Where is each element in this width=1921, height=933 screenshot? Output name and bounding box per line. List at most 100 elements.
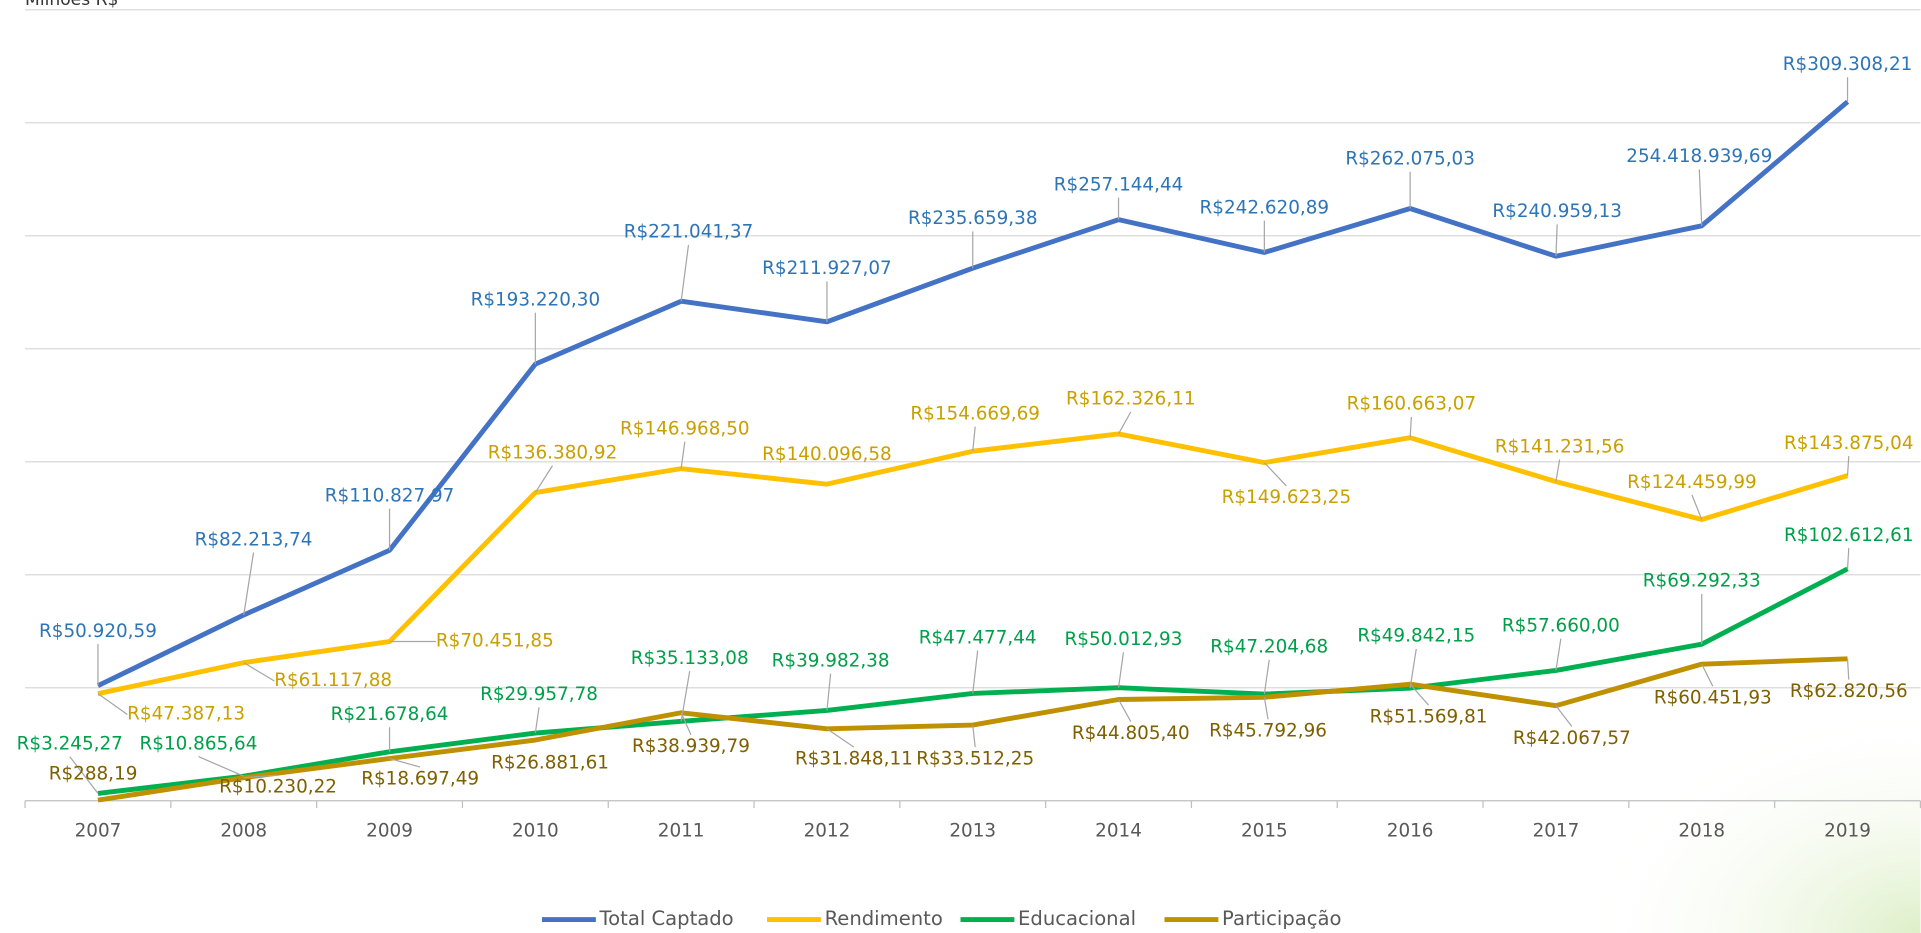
leader-line: [198, 756, 244, 777]
leader-line: [680, 244, 690, 302]
data-label: R$10.865,64: [140, 733, 258, 754]
data-label: R$242.620,89: [1200, 197, 1330, 218]
data-label: R$110.827,97: [325, 485, 455, 506]
data-label: R$18.697,49: [361, 768, 479, 789]
leader-line: [1409, 648, 1417, 689]
data-label: R$240.959,13: [1492, 201, 1622, 222]
leader-line: [534, 707, 540, 734]
data-label: R$288,19: [49, 763, 138, 784]
x-tick-label: 2017: [1533, 820, 1580, 841]
x-tick-label: 2008: [220, 820, 267, 841]
leader-line: [243, 662, 275, 682]
data-label: R$149.623,25: [1222, 487, 1352, 508]
x-tick-label: 2013: [949, 820, 996, 841]
leader-line: [972, 650, 979, 694]
legend-label: Participação: [1222, 907, 1341, 930]
leader-line: [826, 728, 855, 748]
leader-line: [389, 757, 421, 768]
x-tick-label: 2009: [366, 820, 413, 841]
leader-line: [972, 724, 976, 748]
data-label: R$61.117,88: [274, 670, 392, 691]
data-label: R$42.067,57: [1513, 728, 1631, 749]
data-label: R$70.451,85: [436, 631, 554, 652]
leader-line: [1117, 652, 1125, 688]
background-texture: [1347, 550, 1921, 933]
data-label: R$33.512,25: [916, 748, 1034, 769]
x-tick-label: 2016: [1387, 820, 1434, 841]
data-label: 254.418.939,69: [1626, 146, 1772, 167]
leader-line: [534, 465, 554, 493]
leader-line: [680, 671, 691, 722]
data-label: R$35.133,08: [631, 648, 749, 669]
data-label: R$143.875,04: [1784, 433, 1914, 454]
data-label: R$51.569,81: [1370, 706, 1488, 727]
data-label: R$29.957,78: [480, 684, 598, 705]
data-label: R$235.659,38: [908, 208, 1038, 229]
data-label: R$124.459,99: [1627, 472, 1757, 493]
leader-line: [1409, 416, 1412, 438]
data-label: R$136.380,92: [488, 442, 618, 463]
leader-line: [1555, 224, 1558, 257]
leader-line: [243, 774, 279, 779]
x-tick-label: 2011: [658, 820, 705, 841]
data-label: R$47.204,68: [1210, 637, 1328, 658]
x-tick-label: 2019: [1824, 820, 1871, 841]
legend-label: Rendimento: [825, 907, 943, 930]
leader-line: [1263, 697, 1269, 720]
data-label: R$10.230,22: [219, 776, 337, 797]
data-label: R$50.920,59: [39, 621, 157, 642]
data-label: R$39.982,38: [772, 650, 890, 671]
legend-label: Educacional: [1018, 907, 1136, 930]
legend-label: Total Captado: [599, 907, 734, 930]
leader-line: [1846, 455, 1850, 476]
data-label: R$141.231,56: [1495, 436, 1625, 457]
data-label: R$21.678,64: [331, 704, 449, 725]
leader-line: [826, 673, 832, 711]
data-label: R$26.881,61: [491, 752, 609, 773]
data-label: R$47.477,44: [919, 627, 1037, 648]
leader-line: [680, 441, 686, 469]
leader-line: [1555, 705, 1573, 727]
x-tick-label: 2010: [512, 820, 559, 841]
data-label: R$3.245,27: [17, 733, 123, 754]
leader-line: [1701, 663, 1714, 687]
x-tick-label: 2015: [1241, 820, 1288, 841]
leader-line: [1118, 699, 1132, 722]
data-label: R$62.820,56: [1790, 681, 1908, 702]
data-label: R$309.308,21: [1783, 54, 1913, 75]
data-label: R$57.660,00: [1502, 615, 1620, 636]
x-tick-label: 2012: [804, 820, 851, 841]
data-label: R$193.220,30: [471, 289, 601, 310]
data-label: R$211.927,07: [762, 258, 892, 279]
data-label: R$60.451,93: [1654, 687, 1772, 708]
data-label: R$146.968,50: [620, 418, 750, 439]
data-label: R$140.096,58: [762, 444, 892, 465]
leader-line: [1846, 658, 1850, 680]
leader-line: [1698, 169, 1703, 226]
data-label: R$44.805,40: [1072, 723, 1190, 744]
data-label: R$102.612,61: [1784, 525, 1914, 546]
leader-line: [1846, 548, 1850, 569]
data-label: R$160.663,07: [1347, 394, 1477, 415]
data-label: R$154.669,69: [910, 403, 1040, 424]
x-tick-label: 2018: [1678, 820, 1725, 841]
data-label: R$31.848,11: [795, 748, 913, 769]
data-label: R$162.326,11: [1066, 389, 1196, 410]
data-label: R$47.387,13: [127, 703, 245, 724]
data-label: R$262.075,03: [1345, 149, 1475, 170]
data-label: R$257.144,44: [1054, 174, 1184, 195]
leader-line: [972, 426, 976, 452]
leader-line: [69, 756, 99, 794]
leader-line: [1555, 459, 1561, 482]
data-label: R$221.041,37: [624, 222, 754, 243]
data-label: R$49.842,15: [1357, 626, 1475, 647]
data-label: R$38.939,79: [632, 736, 750, 757]
leader-line: [1555, 638, 1562, 671]
leader-line: [680, 712, 692, 736]
leader-line: [1263, 659, 1270, 695]
x-tick-label: 2007: [75, 820, 122, 841]
data-label: R$69.292,33: [1643, 571, 1761, 592]
data-label: R$50.012,93: [1065, 629, 1183, 650]
leader-line: [97, 693, 128, 715]
data-label: R$45.792,96: [1209, 721, 1327, 742]
